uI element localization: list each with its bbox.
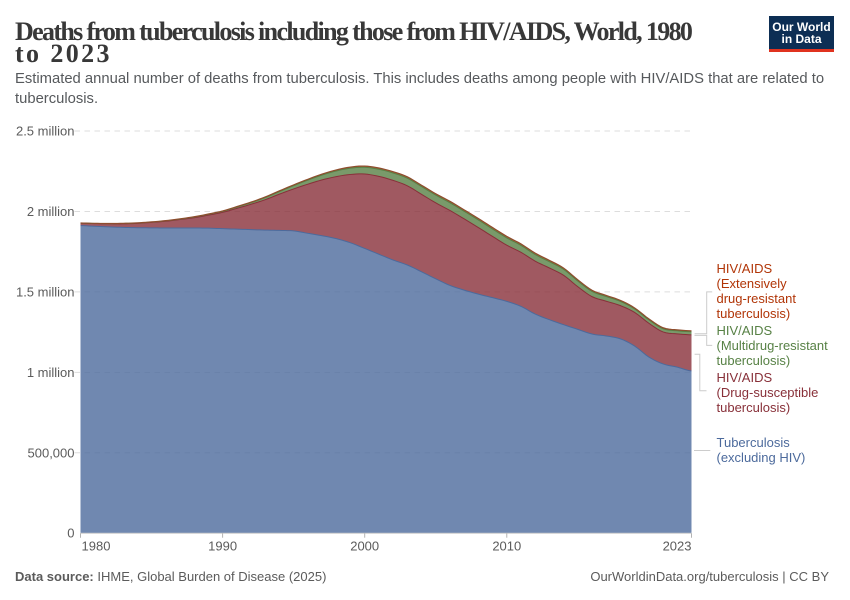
svg-text:1990: 1990 xyxy=(208,539,237,554)
svg-text:2 million: 2 million xyxy=(27,204,75,219)
svg-text:1 million: 1 million xyxy=(27,365,75,380)
svg-text:2000: 2000 xyxy=(350,539,379,554)
svg-text:2010: 2010 xyxy=(492,539,521,554)
svg-text:2.5 million: 2.5 million xyxy=(16,124,75,139)
svg-text:1.5 million: 1.5 million xyxy=(16,284,75,299)
svg-text:2023: 2023 xyxy=(663,539,692,554)
svg-text:0: 0 xyxy=(67,526,74,541)
svg-text:500,000: 500,000 xyxy=(28,445,75,460)
svg-text:1980: 1980 xyxy=(82,539,111,554)
